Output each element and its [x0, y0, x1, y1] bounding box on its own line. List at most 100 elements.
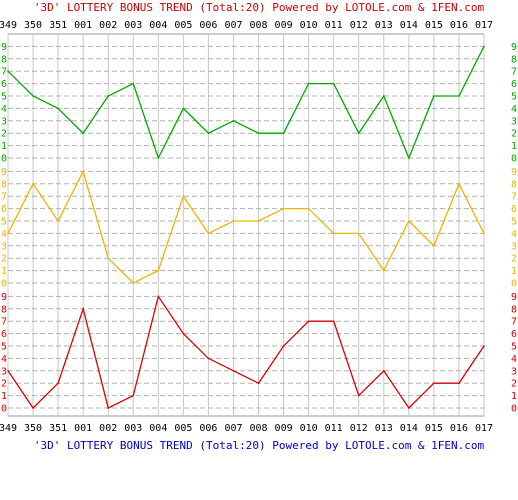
x-tick-label-top: 002: [99, 20, 117, 31]
data-point: [232, 120, 235, 122]
x-tick-label-bottom: 013: [375, 423, 393, 434]
data-point: [257, 382, 260, 385]
x-tick-label-top: 008: [249, 20, 267, 31]
y-tick-label-right: 8: [511, 304, 517, 315]
data-point: [483, 232, 485, 235]
x-tick-label-top: 013: [375, 20, 393, 31]
x-tick-label-top: 349: [0, 20, 17, 31]
data-point: [182, 332, 185, 335]
series-line-2: [7, 169, 485, 284]
y-tick-label-left: 3: [1, 241, 7, 252]
y-tick-label-right: 5: [511, 92, 517, 103]
trend-panel-1: 0 01 12 23 34 45 56 67 78 89 9: [1, 42, 517, 165]
data-point: [282, 207, 285, 210]
data-point: [458, 95, 460, 97]
y-tick-label-left: 8: [1, 54, 7, 65]
x-tick-label-bottom: 011: [325, 423, 343, 434]
y-tick-label-left: 8: [1, 304, 7, 315]
y-tick-label-right: 4: [511, 104, 517, 115]
chart-title-bottom: '3D' LOTTERY BONUS TREND (Total:20) Powe…: [34, 439, 485, 452]
data-point: [32, 407, 34, 409]
y-tick-label-right: 5: [511, 342, 517, 353]
y-tick-label-right: 0: [511, 154, 517, 165]
x-axis-top: 349 350 351 001 002 003 004 005 006 007 008 009 010 0…: [0, 20, 493, 31]
x-tick-label-top: 012: [350, 20, 368, 31]
x-tick-label-bottom: 005: [174, 423, 192, 434]
x-tick-label-bottom: 351: [49, 423, 67, 434]
data-point: [357, 132, 360, 134]
data-point: [257, 220, 260, 222]
y-tick-label-right: 4: [511, 354, 517, 365]
y-tick-label-left: 3: [1, 366, 7, 377]
y-tick-label-left: 2: [1, 254, 7, 265]
x-tick-label-bottom: 009: [275, 423, 293, 434]
x-tick-label-top: 003: [124, 20, 142, 31]
y-tick-label-left: 0: [1, 154, 7, 165]
x-tick-label-bottom: 003: [124, 423, 142, 434]
y-tick-label-left: 8: [1, 179, 7, 190]
y-tick-label-right: 1: [511, 266, 517, 277]
data-point: [307, 320, 310, 323]
x-tick-label-top: 014: [400, 20, 418, 31]
x-tick-label-top: 350: [24, 20, 42, 31]
y-tick-label-right: 9: [511, 167, 517, 178]
x-tick-label-top: 011: [325, 20, 343, 31]
data-point: [307, 207, 310, 210]
y-tick-label-left: 6: [1, 329, 7, 340]
x-tick-label-top: 007: [224, 20, 242, 31]
y-tick-label-left: 5: [1, 92, 7, 103]
data-point: [408, 157, 410, 159]
data-point: [408, 407, 410, 409]
y-tick-label-right: 3: [511, 116, 517, 127]
data-point: [433, 95, 435, 97]
y-tick-label-left: 4: [1, 229, 7, 240]
data-point: [207, 132, 210, 134]
data-point: [32, 95, 34, 97]
y-tick-label-left: 7: [1, 192, 7, 203]
y-tick-label-right: 2: [511, 379, 517, 390]
data-point: [82, 132, 84, 134]
x-tick-label-bottom: 007: [224, 423, 242, 434]
series-line-3: [7, 294, 485, 410]
y-tick-label-right: 8: [511, 179, 517, 190]
y-tick-label-left: 1: [1, 141, 7, 152]
y-tick-label-right: 7: [511, 317, 517, 328]
y-tick-label-left: 1: [1, 266, 7, 277]
data-point: [207, 232, 210, 235]
data-point: [257, 132, 260, 134]
x-tick-label-top: 001: [74, 20, 92, 31]
data-point: [7, 70, 9, 72]
y-tick-label-left: 4: [1, 104, 7, 115]
y-tick-label-left: 7: [1, 317, 7, 328]
data-point: [232, 370, 235, 372]
data-point: [157, 269, 160, 272]
x-tick-label-top: 016: [450, 20, 468, 31]
y-tick-label-right: 3: [511, 366, 517, 377]
x-tick-label-bottom: 002: [99, 423, 117, 434]
data-point: [433, 245, 435, 247]
x-tick-label-bottom: 012: [350, 423, 368, 434]
data-point: [282, 345, 285, 347]
y-tick-label-right: 4: [511, 229, 517, 240]
data-point: [132, 394, 135, 397]
data-point: [332, 320, 335, 323]
data-point: [7, 232, 9, 235]
data-point: [483, 45, 485, 48]
x-tick-label-bottom: 016: [450, 423, 468, 434]
x-tick-label-top: 015: [425, 20, 443, 31]
y-tick-label-left: 6: [1, 204, 7, 215]
data-point: [382, 269, 385, 272]
y-tick-label-right: 0: [511, 404, 517, 415]
chart-title-top: '3D' LOTTERY BONUS TREND (Total:20) Powe…: [34, 1, 485, 14]
y-tick-label-right: 6: [511, 79, 517, 90]
y-tick-label-right: 7: [511, 192, 517, 203]
data-point: [207, 357, 210, 360]
data-point: [32, 183, 34, 185]
data-point: [332, 232, 335, 235]
x-tick-label-top: 005: [174, 20, 192, 31]
data-point: [157, 157, 160, 159]
y-tick-label-left: 5: [1, 217, 7, 228]
x-tick-label-bottom: 017: [475, 423, 493, 434]
data-point: [57, 382, 59, 385]
y-tick-label-left: 9: [1, 42, 7, 53]
